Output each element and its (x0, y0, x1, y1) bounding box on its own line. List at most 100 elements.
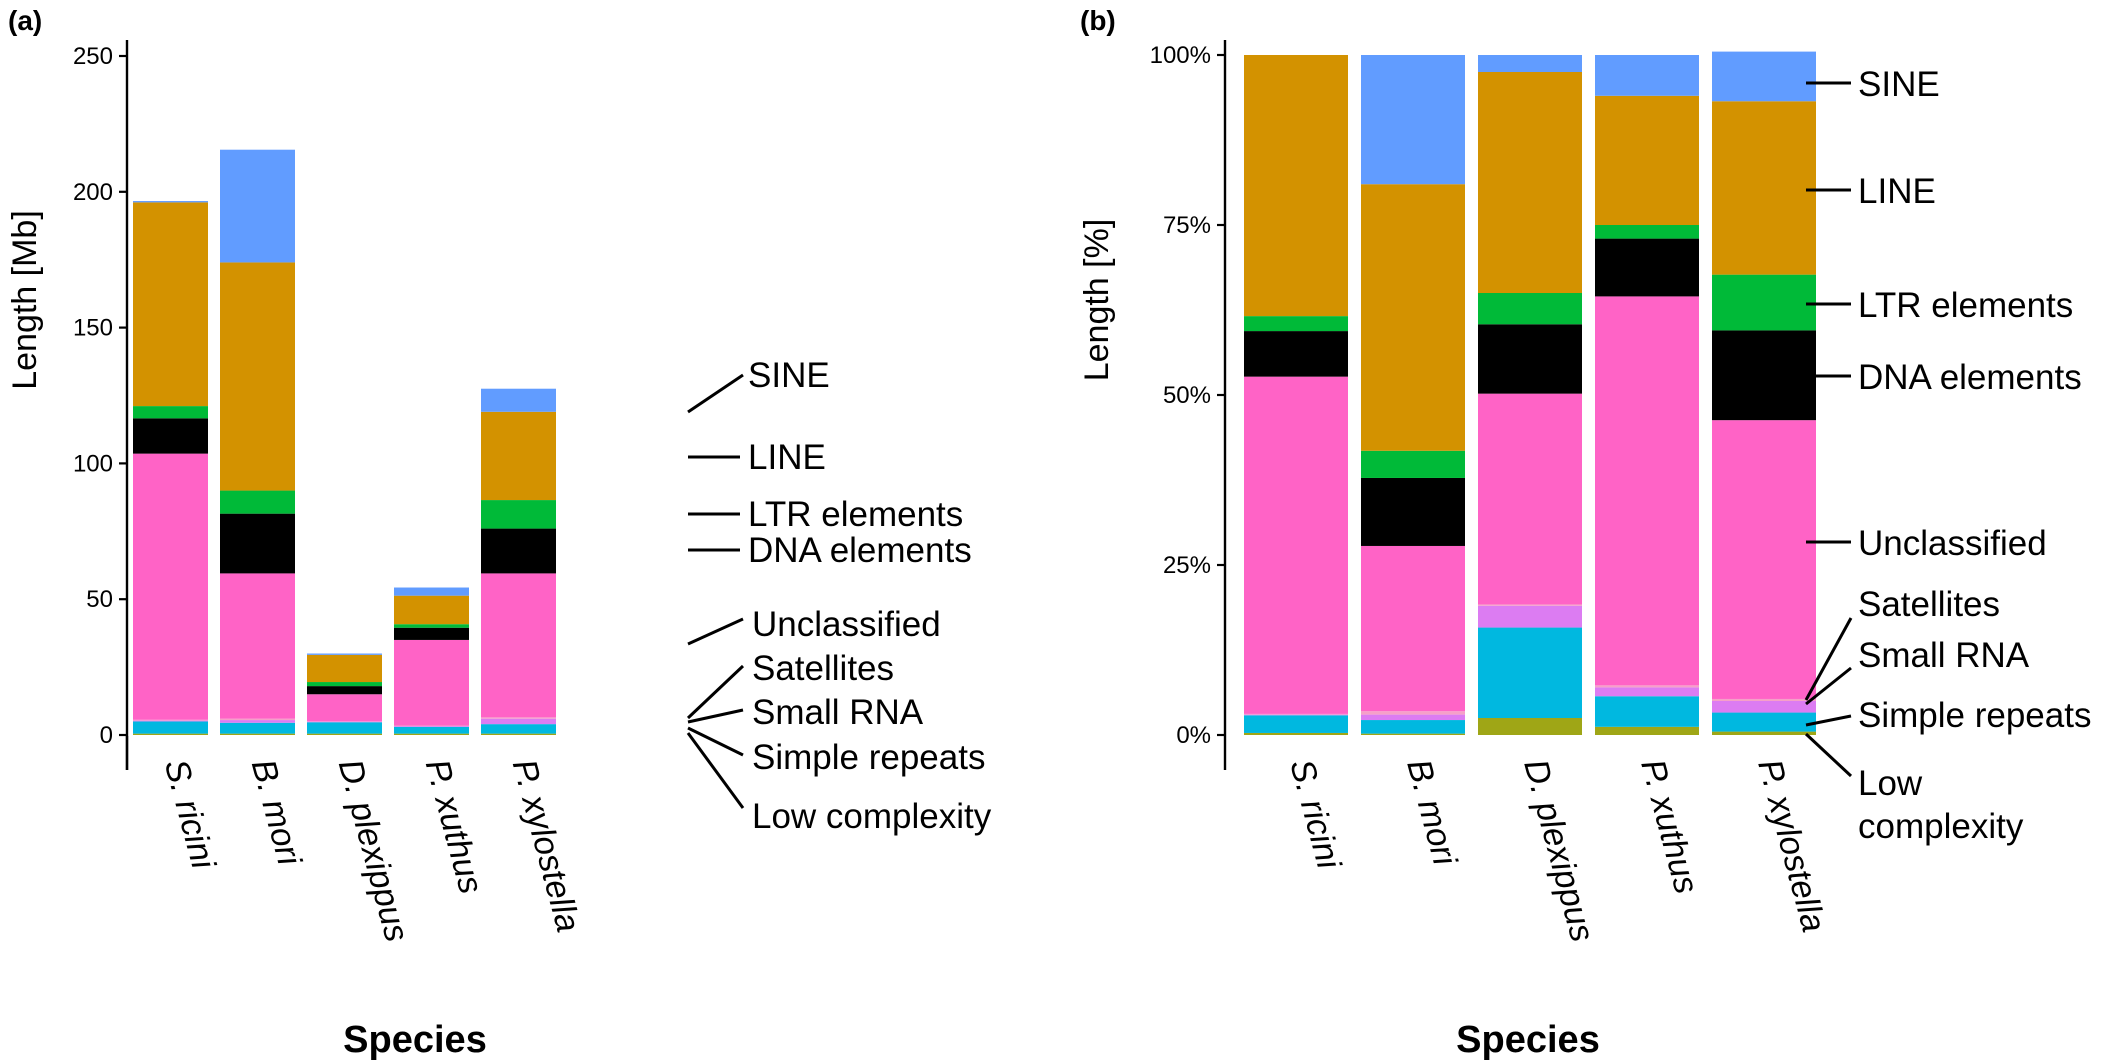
panel-a-y-tick-label: 250 (73, 43, 113, 70)
panel-b-category-label: D. plexippus (1516, 755, 1601, 946)
panel-b-category-labels: S. ricini B. mori D. plexippus P. xuthus P. … (1282, 755, 1833, 946)
panel-b-bar-d-plexippus-simple-repeats (1478, 627, 1582, 718)
panel-a-bar-s-ricini-line (133, 202, 208, 407)
panel-a-label-small-rna: Small RNA (752, 693, 924, 732)
panel-b-label-simple-repeats: Simple repeats (1858, 696, 2091, 735)
panel-a-bar-p-xuthus-small-rna (394, 726, 469, 727)
panel-a-label-ltr: LTR elements (748, 495, 963, 534)
panel-b-bar-b-mori-ltr-elements (1361, 450, 1465, 478)
panel-a-category-label: S. ricini (157, 755, 223, 874)
panel-a-bar-p-xuthus-simple-repeats (394, 726, 469, 734)
panel-b-bar-p-xylostella-satellites (1712, 698, 1816, 701)
panel-b-bar-p-xylostella-ltr-elements (1712, 274, 1816, 331)
panel-a-y-axis-title: Length [Mb] (6, 210, 44, 390)
panel-a-bar-b-mori-small-rna (220, 720, 295, 723)
panel-b-bar-p-xuthus-ltr-elements (1595, 225, 1699, 239)
panel-a-bar-b-mori-dna-elements (220, 513, 295, 574)
panel-b-bar-b-mori-unclassified (1361, 545, 1465, 712)
panel-b-bar-p-xuthus-dna-elements (1595, 238, 1699, 297)
panel-b-y-ticks: 0% 25% 50% 75% 100% (1150, 42, 1225, 749)
panel-a-y-tick-label: 50 (86, 586, 113, 613)
panel-b-bar-b-mori-small-rna (1361, 714, 1465, 721)
panel-b-label: (b) (1080, 5, 1116, 36)
panel-b-bar-p-xylostella-unclassified (1712, 420, 1816, 699)
panel-a-label-dna: DNA elements (748, 531, 972, 570)
panel-b-bar-p-xylostella-line (1712, 101, 1816, 275)
panel-a-bar-p-xylostella-low-complexity (481, 733, 556, 735)
panel-a-bar-p-xylostella-ltr-elements (481, 500, 556, 529)
panel-b-leader-simple-repeats (1805, 714, 1852, 727)
panel-a-label: (a) (8, 5, 42, 36)
panel-a-legend: SINE LINE LTR elements DNA elements Uncl… (686, 356, 992, 836)
panel-a-bar-s-ricini-sine (133, 201, 208, 203)
panel-b-bar-d-plexippus-small-rna (1478, 605, 1582, 628)
panel-b-y-tick-label: 100% (1150, 42, 1211, 69)
panel-b-bar-p-xuthus-small-rna (1595, 687, 1699, 697)
panel-b-bar-p-xylostella-small-rna (1712, 701, 1816, 713)
panel-a-leader-small-rna (687, 708, 744, 724)
panel-b-label-low-complexity-line2: complexity (1858, 807, 2024, 846)
panel-a-label-low-complexity: Low complexity (752, 797, 992, 836)
panel-b-y-tick-label: 25% (1163, 552, 1211, 579)
panel-a-bar-b-mori-simple-repeats (220, 722, 295, 734)
panel-b-bar-s-ricini-dna-elements (1244, 331, 1348, 377)
panel-a-y-ticks: 0 50 100 150 200 250 (73, 43, 127, 749)
panel-a-leader-low-complexity (686, 732, 745, 809)
panel-b-legend: SINE LINE LTR elements DNA elements Uncl… (1804, 65, 2091, 846)
panel-b-leader-low-complexity (1804, 732, 1853, 778)
panel-b-bar-p-xylostella-dna-elements (1712, 330, 1816, 421)
panel-b-category-label: P. xylostella (1750, 755, 1833, 936)
panel-b-bar-b-mori-line (1361, 184, 1465, 451)
panel-a-leader-simple-repeats (687, 726, 744, 757)
panel-b-bar-b-mori-satellites (1361, 711, 1465, 715)
panel-b-bar-d-plexippus-low-complexity (1478, 718, 1582, 735)
panel-a-bar-d-plexippus-sine (307, 653, 382, 655)
panel-a-category-label: B. mori (244, 755, 309, 870)
panel-a-label-line: LINE (748, 438, 826, 477)
panel-a-bar-d-plexippus-ltr-elements (307, 682, 382, 687)
panel-a-bar-s-ricini-dna-elements (133, 418, 208, 454)
panel-a-bars (133, 149, 556, 735)
panel-a: (a) Length [Mb] Species 050100150200250 … (6, 5, 992, 1061)
panel-b-bar-d-plexippus-dna-elements (1478, 324, 1582, 394)
panel-a-x-axis-title: Species (343, 1019, 487, 1061)
panel-b-bar-d-plexippus-ltr-elements (1478, 293, 1582, 325)
panel-b-bar-p-xuthus-low-complexity (1595, 726, 1699, 735)
panel-a-y-tick-label: 200 (73, 179, 113, 206)
panel-a-category-label: P. xuthus (418, 755, 490, 898)
panel-a-bar-b-mori-ltr-elements (220, 490, 295, 514)
panel-a-label-unclassified: Unclassified (752, 605, 941, 644)
panel-a-bar-p-xuthus-ltr-elements (394, 624, 469, 628)
panel-b-bar-p-xylostella-sine (1712, 51, 1816, 102)
panel-b-leader-satellites (1804, 617, 1853, 701)
panel-b-label-sine: SINE (1858, 65, 1940, 104)
panel-b-category-label: P. xuthus (1633, 755, 1705, 898)
panel-a-leader-unclassified (687, 617, 744, 646)
panel-a-bar-s-ricini-simple-repeats (133, 721, 208, 734)
panel-a-y-tick-label: 0 (100, 722, 113, 749)
panel-a-bar-p-xuthus-low-complexity (394, 733, 469, 735)
panel-a-bar-s-ricini-low-complexity (133, 733, 208, 735)
panel-b-bar-p-xuthus-line (1595, 95, 1699, 225)
panel-a-bar-b-mori-unclassified (220, 573, 295, 719)
panel-a-bar-p-xylostella-unclassified (481, 573, 556, 718)
panel-b-bar-p-xuthus-sine (1595, 55, 1699, 96)
panel-b-bar-s-ricini-ltr-elements (1244, 316, 1348, 332)
panel-a-bar-p-xuthus-dna-elements (394, 627, 469, 640)
panel-b-y-axis-title: Length [%] (1078, 219, 1116, 382)
panel-a-bar-p-xuthus-satellites (394, 725, 469, 727)
panel-a-bar-b-mori-line (220, 262, 295, 491)
panel-a-bar-d-plexippus-low-complexity (307, 733, 382, 735)
panel-b-bar-d-plexippus-unclassified (1478, 393, 1582, 605)
panel-b-label-low-complexity-line1: Low (1858, 764, 1923, 803)
panel-b-bar-d-plexippus-sine (1478, 55, 1582, 72)
panel-a-bar-p-xylostella-small-rna (481, 718, 556, 725)
panel-a-bar-p-xylostella-simple-repeats (481, 724, 556, 734)
panel-b-bar-p-xuthus-unclassified (1595, 296, 1699, 686)
panel-a-category-label: P. xylostella (505, 755, 588, 936)
panel-b-x-axis-title: Species (1456, 1019, 1600, 1061)
panel-a-y-tick-label: 100 (73, 450, 113, 477)
panel-a-bar-p-xylostella-sine (481, 388, 556, 412)
panel-a-leader-sine (687, 373, 744, 414)
